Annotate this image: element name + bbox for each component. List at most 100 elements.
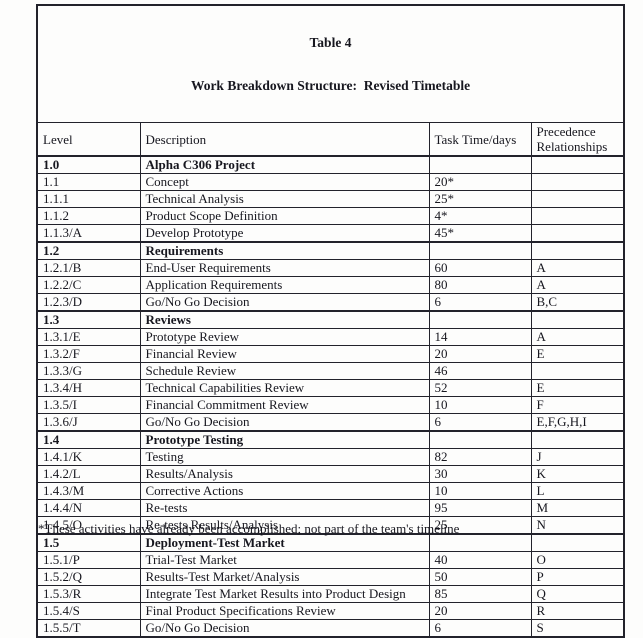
cell-precedence: N: [530, 516, 625, 535]
cell-description: Integrate Test Market Results into Produ…: [139, 585, 430, 603]
table-number: Table 4: [309, 35, 352, 50]
table-row: 1.3.5/I Financial Commitment Review 10 F: [36, 396, 625, 414]
cell-level: 1.5.3/R: [36, 585, 141, 603]
cell-level: 1.3.2/F: [36, 345, 141, 363]
cell-precedence: F: [530, 396, 625, 414]
table-subtitle: Work Breakdown Structure: Revised Timeta…: [190, 78, 471, 93]
table-row: 1.3 Reviews: [36, 310, 625, 329]
cell-level: 1.3.1/E: [36, 328, 141, 346]
table-row: 1.5.4/S Final Product Specifications Revi…: [36, 602, 625, 620]
cell-task-time: 30: [428, 465, 532, 483]
cell-precedence: M: [530, 499, 625, 517]
cell-description: Technical Capabilities Review: [139, 379, 430, 397]
table-row: 1.5.5/T Go/No Go Decision 6 S: [36, 619, 625, 638]
cell-task-time: 46: [428, 362, 532, 380]
cell-level: 1.3.5/I: [36, 396, 141, 414]
cell-precedence: [530, 224, 625, 243]
table-row: 1.1.1 Technical Analysis 25*: [36, 190, 625, 208]
cell-description: Develop Prototype: [139, 224, 430, 243]
document-page: Table 4 Work Breakdown Structure: Revise…: [36, 4, 626, 638]
table-row: 1.2.2/C Application Requirements 80 A: [36, 276, 625, 294]
cell-task-time: 10: [428, 396, 532, 414]
cell-description: Corrective Actions: [139, 482, 430, 500]
cell-level: 1.3.6/J: [36, 413, 141, 432]
cell-task-time: 20: [428, 345, 532, 363]
cell-level: 1.5: [36, 533, 141, 552]
cell-level: 1.0: [36, 155, 141, 174]
cell-description: Prototype Review: [139, 328, 430, 346]
cell-precedence: [530, 310, 625, 329]
cell-precedence: K: [530, 465, 625, 483]
cell-description: Technical Analysis: [139, 190, 430, 208]
cell-description: Go/No Go Decision: [139, 619, 430, 638]
cell-precedence: [530, 241, 625, 260]
cell-description: Results/Analysis: [139, 465, 430, 483]
table-row: 1.5.1/P Trial-Test Market 40 O: [36, 551, 625, 569]
cell-task-time: [428, 430, 532, 449]
cell-task-time: 6: [428, 413, 532, 432]
cell-precedence: E,F,G,H,I: [530, 413, 625, 432]
cell-level: 1.3.3/G: [36, 362, 141, 380]
cell-description: Final Product Specifications Review: [139, 602, 430, 620]
col-header-precedence: Precedence Relationships: [530, 122, 625, 157]
cell-task-time: 85: [428, 585, 532, 603]
column-header-row: Level Description Task Time/days Precede…: [36, 122, 625, 157]
cell-precedence: J: [530, 448, 625, 466]
cell-precedence: Q: [530, 585, 625, 603]
cell-task-time: 20*: [428, 173, 532, 191]
table-row: 1.3.1/E Prototype Review 14 A: [36, 328, 625, 346]
table-row: 1.3.6/J Go/No Go Decision 6 E,F,G,H,I: [36, 413, 625, 432]
cell-description: Alpha C306 Project: [139, 155, 430, 174]
cell-level: 1.3: [36, 310, 141, 329]
cell-description: Reviews: [139, 310, 430, 329]
cell-precedence: B,C: [530, 293, 625, 312]
col-header-level: Level: [36, 122, 141, 157]
cell-precedence: [530, 362, 625, 380]
cell-level: 1.1.1: [36, 190, 141, 208]
cell-description: Application Requirements: [139, 276, 430, 294]
col-header-description: Description: [139, 122, 430, 157]
cell-task-time: [428, 241, 532, 260]
cell-task-time: 4*: [428, 207, 532, 225]
cell-level: 1.5.5/T: [36, 619, 141, 638]
cell-task-time: 95: [428, 499, 532, 517]
table-row: 1.3.3/G Schedule Review 46: [36, 362, 625, 380]
table-row: 1.3.2/F Financial Review 20 E: [36, 345, 625, 363]
cell-task-time: 6: [428, 619, 532, 638]
cell-description: Deployment-Test Market: [139, 533, 430, 552]
cell-description: Re-tests: [139, 499, 430, 517]
cell-level: 1.3.4/H: [36, 379, 141, 397]
table-row: 1.4.2/L Results/Analysis 30 K: [36, 465, 625, 483]
cell-precedence: [530, 155, 625, 174]
cell-level: 1.5.2/Q: [36, 568, 141, 586]
cell-description: Results-Test Market/Analysis: [139, 568, 430, 586]
cell-precedence: S: [530, 619, 625, 638]
cell-level: 1.4.2/L: [36, 465, 141, 483]
cell-task-time: [428, 310, 532, 329]
cell-level: 1.1.3/A: [36, 224, 141, 243]
cell-description: Financial Commitment Review: [139, 396, 430, 414]
wbs-table-body: 1.0 Alpha C306 Project 1.1 Concept 20* 1.1.1 T…: [36, 155, 625, 638]
table-row: 1.4.3/M Corrective Actions 10 L: [36, 482, 625, 500]
cell-level: 1.2.3/D: [36, 293, 141, 312]
cell-description: End-User Requirements: [139, 259, 430, 277]
cell-precedence: [530, 207, 625, 225]
cell-description: Product Scope Definition: [139, 207, 430, 225]
table-title-cell: Table 4 Work Breakdown Structure: Revise…: [36, 4, 625, 123]
cell-precedence: E: [530, 345, 625, 363]
table-row: 1.3.4/H Technical Capabilities Review 52 E: [36, 379, 625, 397]
cell-level: 1.5.4/S: [36, 602, 141, 620]
table-row: 1.4.4/N Re-tests 95 M: [36, 499, 625, 517]
cell-task-time: 50: [428, 568, 532, 586]
cell-precedence: [530, 533, 625, 552]
cell-description: Requirements: [139, 241, 430, 260]
cell-level: 1.4: [36, 430, 141, 449]
wbs-table: Table 4 Work Breakdown Structure: Revise…: [36, 4, 626, 638]
table-row: 1.1.2 Product Scope Definition 4*: [36, 207, 625, 225]
cell-task-time: 52: [428, 379, 532, 397]
table-row: 1.2.3/D Go/No Go Decision 6 B,C: [36, 293, 625, 312]
cell-task-time: 45*: [428, 224, 532, 243]
cell-description: Go/No Go Decision: [139, 413, 430, 432]
cell-precedence: P: [530, 568, 625, 586]
cell-level: 1.5.1/P: [36, 551, 141, 569]
